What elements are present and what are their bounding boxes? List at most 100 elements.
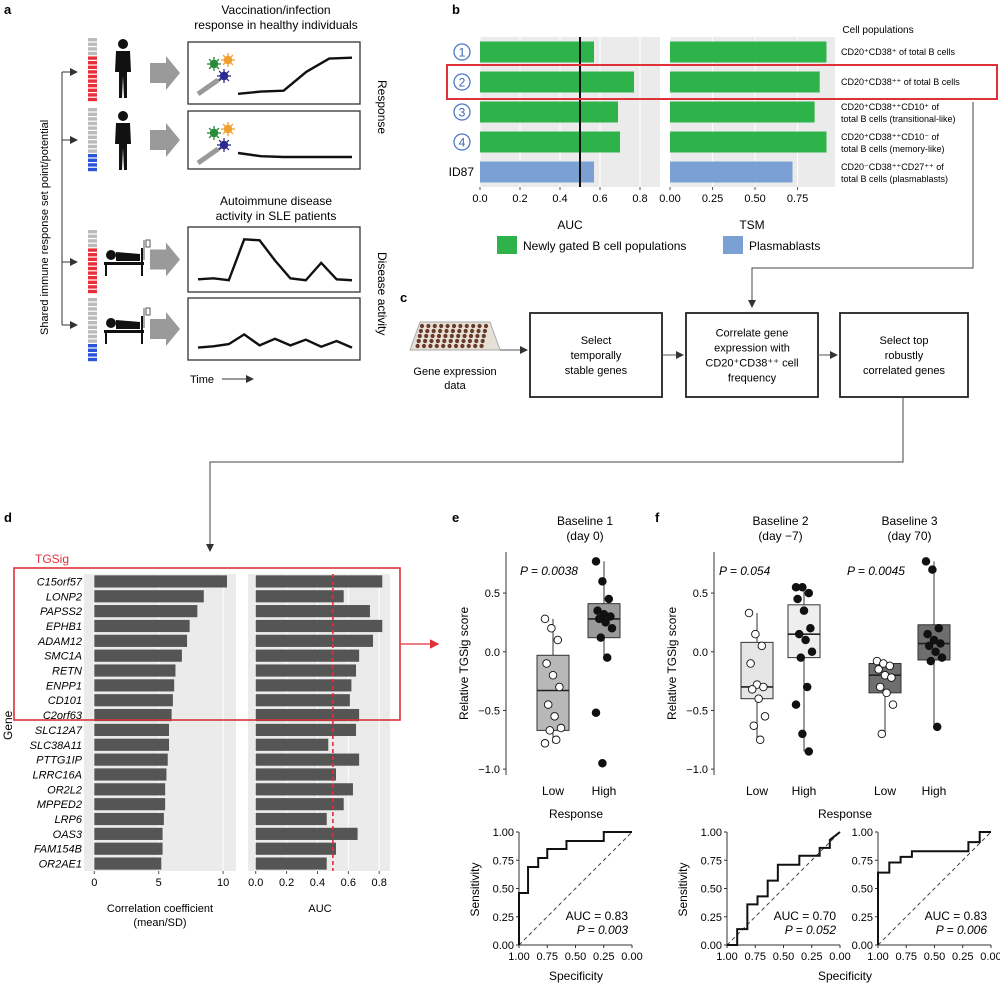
plate-well xyxy=(423,338,428,344)
data-point xyxy=(550,712,559,721)
plate-well xyxy=(429,338,434,344)
level-strip-cell xyxy=(88,353,97,357)
bar xyxy=(255,857,327,870)
data-point xyxy=(924,641,934,651)
f-title-1: Baseline 2 xyxy=(752,514,808,528)
plate-well xyxy=(462,333,467,339)
plate-well xyxy=(467,338,472,344)
roc-x-tick-label: 0.00 xyxy=(621,951,642,963)
gene-label: ENPP1 xyxy=(46,680,82,692)
bar xyxy=(255,664,357,677)
roc-x-tick-label: 0.75 xyxy=(537,951,558,963)
highlight-box xyxy=(446,64,998,100)
plate-well xyxy=(419,323,425,329)
bar xyxy=(94,694,173,707)
level-strip-cell xyxy=(88,163,97,167)
level-strip-cell xyxy=(88,266,97,271)
data-point xyxy=(882,688,891,698)
plate-well xyxy=(460,343,465,349)
grey-arrow-icon xyxy=(150,242,180,277)
roc-p-label: P = 0.006 xyxy=(936,923,988,937)
panel-d-charts: 0 5 10 0.0 0.2 0.4 0.6 0.8 C15orf57 LONP2 PAPSS2 EP… xyxy=(1,552,440,929)
legend-green-label: Newly gated B cell populations xyxy=(523,239,686,253)
data-point xyxy=(555,682,564,692)
level-strip-cell xyxy=(88,135,97,139)
roc-x-tick-label: 0.25 xyxy=(952,951,973,963)
f-ylabel: Relative TGSig score xyxy=(665,607,679,720)
y-tick-label: 0.5 xyxy=(693,588,708,600)
gene-label: CD101 xyxy=(48,695,82,707)
panel-a-top-title-2: response in healthy individuals xyxy=(194,18,357,32)
roc-ylabel: Sensitivity xyxy=(676,862,690,916)
iv-bag xyxy=(145,239,151,248)
roc-x-tick-label: 0.75 xyxy=(745,951,766,963)
data-point xyxy=(545,726,555,735)
x-tick-label: 0.4 xyxy=(310,877,325,889)
gene-label: OR2L2 xyxy=(47,784,82,796)
plate-well xyxy=(417,333,422,339)
bar xyxy=(255,590,344,603)
bar xyxy=(94,857,162,870)
box xyxy=(740,641,774,700)
plate-well xyxy=(418,328,423,334)
y-tick-label: 0.0 xyxy=(693,647,708,659)
population-label-line2: total B cells (plasmablasts) xyxy=(841,174,948,184)
plate-well xyxy=(477,323,482,329)
e-pvalue: P = 0.0038 xyxy=(520,564,578,578)
roc-curve xyxy=(518,831,632,945)
data-point xyxy=(794,629,804,639)
population-label: CD20⁺CD38⁺⁺CD10⁺ of xyxy=(841,102,940,112)
panel-ef-charts: 0.5 0.0 −0.5 −1.0 Relative TGSig score Baseli… xyxy=(457,514,1000,983)
gene-label: PTTG1IP xyxy=(36,755,83,767)
level-strip-cell xyxy=(88,243,97,248)
data-point xyxy=(928,565,937,574)
e-roc-xlabel: Specificity xyxy=(549,969,603,983)
bar xyxy=(255,619,383,633)
b-right-xlabel: TSM xyxy=(739,218,764,232)
roc-diagonal xyxy=(726,831,841,946)
virus-spike xyxy=(227,123,234,130)
gene-label: MPPED2 xyxy=(37,799,82,811)
level-strip-cell xyxy=(88,234,97,238)
curve-box xyxy=(187,41,361,105)
data-point xyxy=(793,594,802,604)
x-tick-label: 0.8 xyxy=(632,193,647,205)
plate-well xyxy=(438,328,443,334)
roc-y-tick-label: 0.25 xyxy=(493,912,514,924)
bar xyxy=(480,101,618,123)
virus-spike xyxy=(227,54,234,61)
panel-c-input-line1: Gene expression xyxy=(413,366,496,378)
bar xyxy=(480,161,594,183)
data-point xyxy=(547,624,556,633)
f-title-1: Baseline 3 xyxy=(881,514,937,528)
data-point xyxy=(543,700,553,709)
data-point xyxy=(796,653,806,662)
panel-label-b: b xyxy=(452,2,460,17)
roc-p-label: P = 0.003 xyxy=(577,923,629,937)
roc-auc-label: AUC = 0.70 xyxy=(774,909,837,923)
data-point xyxy=(798,729,807,739)
virus-spike xyxy=(208,63,215,70)
f-title-2: (day −7) xyxy=(758,529,802,543)
bar xyxy=(255,783,353,796)
group-label: High xyxy=(792,784,817,798)
plate-well xyxy=(453,343,459,349)
data-point xyxy=(604,594,614,604)
gene-label: FAM154B xyxy=(34,844,82,856)
roc-x-tick-label: 1.00 xyxy=(867,951,888,963)
plate-well xyxy=(449,333,454,339)
panel-label-f: f xyxy=(655,510,660,525)
e-ylabel: Relative TGSig score xyxy=(457,607,471,720)
f-pvalue: P = 0.054 xyxy=(719,564,771,578)
level-strip-cell xyxy=(88,126,97,130)
group-label: Low xyxy=(542,784,564,798)
x-tick-label: 0.4 xyxy=(552,193,567,205)
plate-well xyxy=(482,328,487,334)
group-label: High xyxy=(922,784,947,798)
data-point xyxy=(598,759,607,768)
data-point xyxy=(601,618,610,627)
data-point xyxy=(791,700,801,709)
panel-a-bottom-title-2: activity in SLE patients xyxy=(216,209,337,223)
pipeline-step-text: robustly xyxy=(885,350,924,362)
